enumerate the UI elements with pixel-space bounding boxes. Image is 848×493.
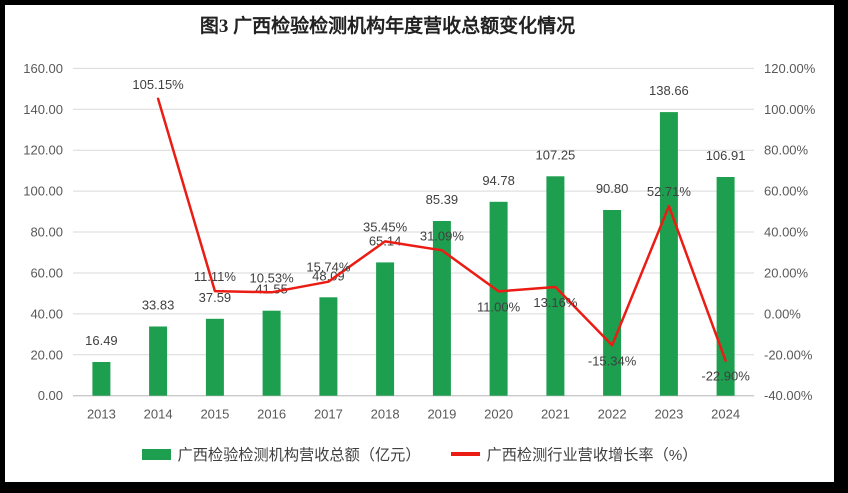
svg-text:20.00%: 20.00% (764, 266, 809, 281)
svg-text:2018: 2018 (371, 407, 400, 422)
svg-text:11.11%: 11.11% (194, 269, 237, 284)
svg-text:15.74%: 15.74% (306, 260, 351, 275)
svg-text:107.25: 107.25 (536, 147, 576, 162)
svg-text:-22.90%: -22.90% (701, 369, 750, 384)
svg-text:94.78: 94.78 (482, 173, 515, 188)
svg-text:-20.00%: -20.00% (764, 347, 813, 362)
svg-text:0.00%: 0.00% (764, 306, 801, 321)
svg-text:20.00: 20.00 (30, 347, 63, 362)
svg-text:16.49: 16.49 (85, 333, 118, 348)
svg-text:40.00: 40.00 (30, 306, 63, 321)
svg-text:10.53%: 10.53% (250, 270, 295, 285)
svg-text:2015: 2015 (200, 407, 229, 422)
svg-text:2024: 2024 (711, 407, 740, 422)
svg-text:0.00: 0.00 (38, 388, 63, 403)
svg-text:120.00%: 120.00% (764, 61, 816, 76)
svg-text:31.09%: 31.09% (420, 228, 465, 243)
svg-text:90.80: 90.80 (596, 181, 629, 196)
svg-text:-40.00%: -40.00% (764, 388, 813, 403)
svg-text:106.91: 106.91 (706, 148, 746, 163)
svg-text:2023: 2023 (654, 407, 683, 422)
svg-text:13.16%: 13.16% (533, 295, 578, 310)
svg-text:2020: 2020 (484, 407, 513, 422)
svg-text:100.00%: 100.00% (764, 102, 816, 117)
svg-text:80.00: 80.00 (30, 225, 63, 240)
svg-text:2021: 2021 (541, 407, 570, 422)
svg-text:2017: 2017 (314, 407, 343, 422)
svg-text:105.15%: 105.15% (132, 77, 184, 92)
svg-text:140.00: 140.00 (23, 102, 63, 117)
svg-text:60.00: 60.00 (30, 266, 63, 281)
svg-text:2013: 2013 (87, 407, 116, 422)
svg-text:33.83: 33.83 (142, 298, 175, 313)
svg-text:60.00%: 60.00% (764, 184, 809, 199)
svg-text:35.45%: 35.45% (363, 219, 408, 234)
svg-text:40.00%: 40.00% (764, 225, 809, 240)
svg-text:100.00: 100.00 (23, 184, 63, 199)
svg-text:2014: 2014 (144, 407, 173, 422)
svg-text:85.39: 85.39 (426, 192, 459, 207)
svg-text:120.00: 120.00 (23, 143, 63, 158)
svg-text:11.00%: 11.00% (477, 299, 521, 314)
svg-text:2016: 2016 (257, 407, 286, 422)
svg-text:80.00%: 80.00% (764, 143, 809, 158)
svg-text:2022: 2022 (598, 407, 627, 422)
svg-text:-15.34%: -15.34% (588, 353, 637, 368)
svg-text:52.71%: 52.71% (647, 184, 692, 199)
svg-text:138.66: 138.66 (649, 83, 689, 98)
svg-text:160.00: 160.00 (23, 61, 63, 76)
svg-text:2019: 2019 (427, 407, 456, 422)
